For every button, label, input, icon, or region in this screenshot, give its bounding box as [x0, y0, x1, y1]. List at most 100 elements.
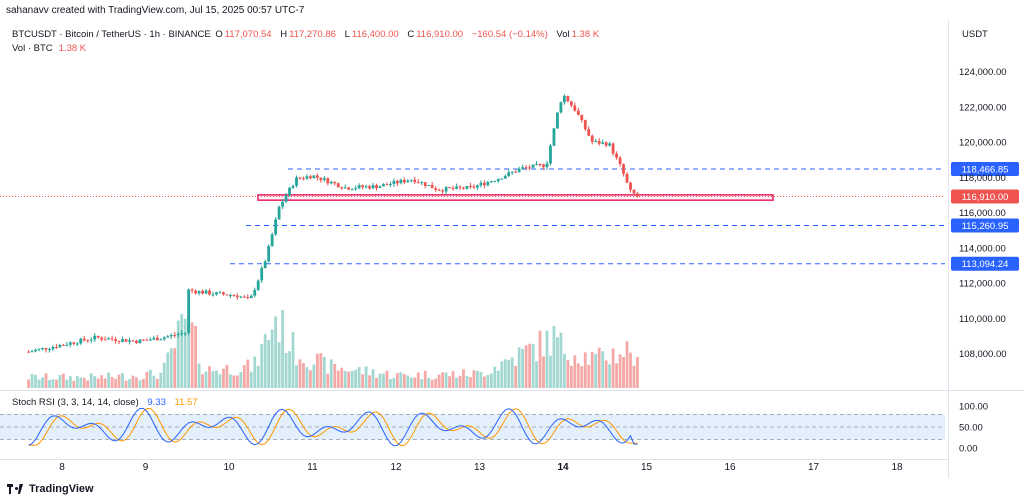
candle-body	[75, 343, 79, 345]
volume-bar	[89, 373, 93, 388]
close-value: 116,910.00	[416, 29, 464, 40]
candle-body	[333, 181, 337, 184]
candle-body	[430, 185, 434, 189]
candle-body	[208, 290, 211, 295]
candle-body	[437, 189, 441, 191]
candle-body	[315, 175, 319, 178]
volume-bar	[58, 374, 62, 388]
volume-bar	[545, 330, 549, 388]
volume-bar	[556, 337, 559, 388]
volume-row-label[interactable]: Vol · BTC	[12, 43, 53, 54]
candle-body	[131, 340, 135, 342]
volume-bar	[597, 347, 601, 388]
candle-body	[270, 234, 274, 247]
candle-body	[267, 246, 271, 262]
volume-bar	[406, 375, 410, 388]
candle-body	[625, 173, 629, 183]
volume-bar	[514, 366, 518, 388]
stoch-rsi-title[interactable]: Stoch RSI	[12, 397, 55, 408]
currency-label: USDT	[962, 29, 988, 40]
volume-bar	[110, 377, 114, 388]
price-level-tag	[951, 256, 1019, 271]
volume-bar	[225, 364, 229, 388]
volume-bar	[107, 372, 111, 388]
candle-body	[500, 178, 504, 180]
candle-body	[305, 176, 309, 179]
volume-bar	[218, 374, 222, 388]
volume-bar	[235, 375, 239, 388]
candle-body	[117, 341, 121, 343]
candle-body	[434, 188, 438, 190]
volume-bar	[354, 369, 358, 388]
candle-body	[476, 185, 479, 188]
volume-bar	[82, 377, 86, 388]
candle-body	[103, 339, 107, 341]
volume-bar	[281, 310, 284, 388]
candle-body	[166, 336, 170, 338]
volume-bar	[448, 376, 451, 388]
volume-bar	[55, 379, 58, 388]
candle-body	[427, 185, 431, 187]
candle-body	[215, 292, 218, 295]
time-tick-label: 18	[891, 462, 903, 473]
stoch-rsi-k-value: 9.33	[147, 397, 166, 408]
volume-bar	[361, 374, 364, 388]
volume-bar	[375, 377, 378, 388]
volume-bar	[249, 371, 253, 388]
candle-body	[218, 292, 222, 294]
volume-bar	[538, 330, 542, 388]
volume-bar	[622, 356, 625, 388]
volume-bar	[124, 380, 128, 388]
volume-bar	[482, 376, 486, 388]
volume-bar	[288, 351, 291, 388]
symbol-label[interactable]: BTCUSDT · Bitcoin / TetherUS · 1h · BINA…	[12, 29, 211, 40]
volume-bar	[562, 353, 566, 388]
volume-bar	[416, 372, 420, 388]
volume-bar	[135, 377, 138, 388]
volume-bar	[44, 373, 48, 388]
candle-body	[322, 178, 326, 181]
candle-body	[336, 183, 340, 188]
candle-body	[41, 348, 44, 350]
current-price-label: 116,910.00	[962, 192, 1009, 203]
candle-body	[135, 340, 138, 344]
volume-bar	[72, 380, 76, 388]
volume-bar	[569, 365, 573, 388]
volume-bar	[284, 353, 288, 388]
candle-body	[37, 348, 41, 350]
time-tick-label: 11	[307, 462, 318, 473]
volume-bar	[267, 340, 271, 388]
candle-body	[329, 181, 333, 184]
stoch-rsi-params: (3, 3, 14, 14, close)	[57, 397, 139, 408]
candle-body	[521, 167, 525, 169]
volume-bar	[114, 378, 117, 388]
candle-body	[542, 164, 545, 168]
stoch-rsi-k-line	[28, 408, 638, 447]
volume-bar	[486, 374, 490, 388]
candle-body	[145, 339, 149, 341]
candle-body	[375, 185, 378, 189]
candle-body	[110, 338, 114, 340]
candle-body	[235, 295, 239, 298]
candle-body	[319, 177, 323, 181]
volume-bar	[315, 353, 319, 388]
candle-body	[552, 128, 556, 146]
volume-bar	[208, 366, 211, 388]
volume-bar	[566, 360, 570, 388]
candle-body	[51, 346, 55, 350]
rsi-tick-label: 0.00	[959, 444, 978, 455]
candle-body	[277, 206, 281, 220]
candle-body	[82, 338, 86, 341]
stoch-rsi-d-line	[28, 408, 638, 447]
volume-bar	[594, 353, 598, 388]
price-tick-label: 120,000.00	[959, 138, 1007, 149]
volume-bar	[329, 359, 333, 388]
candle-body	[201, 290, 204, 294]
volume-bar	[96, 378, 100, 388]
volume-bar	[615, 363, 618, 388]
open-value: 117,070.54	[224, 29, 272, 40]
candle-body	[169, 334, 173, 337]
volume-bar	[75, 376, 79, 388]
volume-bar	[601, 351, 605, 388]
